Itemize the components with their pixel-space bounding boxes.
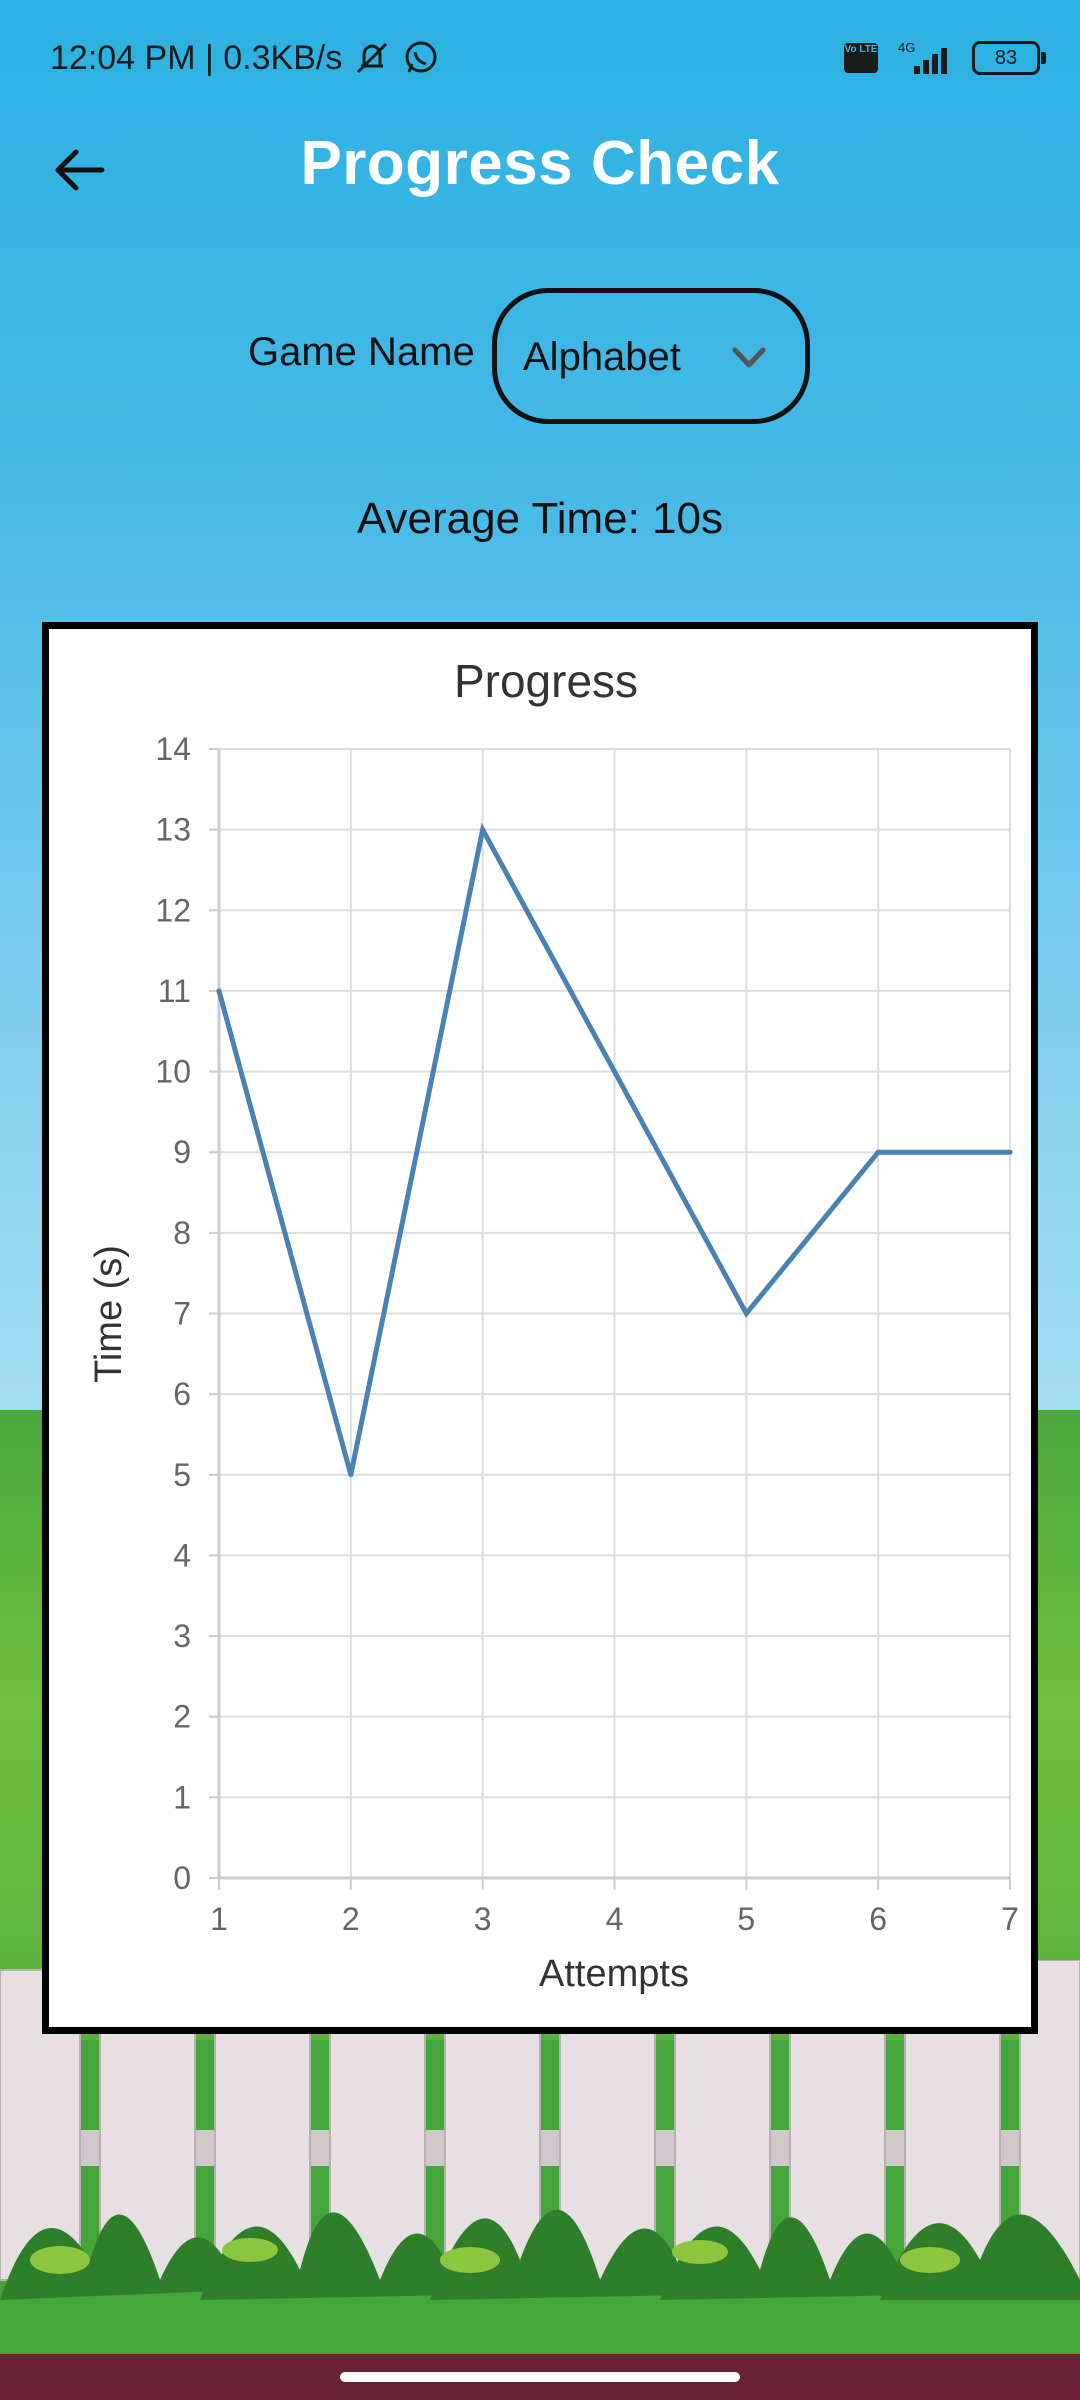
data-point	[348, 1472, 354, 1478]
data-point	[480, 827, 486, 833]
volte-icon: Vo LTE	[844, 43, 878, 73]
chart-title: Progress	[454, 655, 638, 707]
x-tick-label: 5	[737, 1901, 755, 1937]
x-tick-label: 2	[342, 1901, 360, 1937]
game-name-value: Alphabet	[523, 335, 681, 379]
y-tick-label: 6	[173, 1376, 191, 1412]
y-tick-label: 13	[155, 812, 191, 848]
page-title: Progress Check	[300, 129, 780, 198]
muted-bell-icon	[357, 42, 388, 74]
average-time: Average Time: 10s	[356, 494, 724, 543]
y-tick-label: 10	[155, 1054, 191, 1090]
progress-chart: Progress Attempts Time (s) 0123456789101…	[88, 655, 1019, 1995]
home-gesture-bar[interactable]	[340, 2372, 740, 2382]
data-point	[743, 1311, 749, 1316]
game-selector-row: Game Name Alphabet	[0, 288, 1080, 428]
y-tick-label: 2	[173, 1699, 191, 1735]
status-left: 12:04 PM | 0.3KB/s	[50, 38, 440, 78]
x-tick-label: 7	[1001, 1901, 1019, 1937]
y-tick-label: 11	[158, 973, 191, 1009]
game-name-label: Game Name	[248, 330, 475, 374]
y-tick-label: 12	[155, 892, 191, 928]
x-tick-label: 4	[606, 1901, 624, 1937]
status-bar: 12:04 PM | 0.3KB/s Vo LTE 4G	[0, 0, 1080, 120]
status-time-speed: 12:04 PM | 0.3KB/s	[50, 38, 343, 77]
status-right: Vo LTE 4G 83	[844, 40, 1046, 76]
whatsapp-icon	[405, 41, 437, 73]
game-name-dropdown[interactable]: Alphabet	[492, 288, 810, 424]
y-tick-label: 9	[173, 1134, 191, 1170]
data-point	[1007, 1149, 1013, 1155]
y-tick-label: 7	[173, 1296, 191, 1332]
y-tick-label: 8	[173, 1215, 191, 1251]
battery-level: 83	[994, 47, 1018, 69]
chart-x-axis-label: Attempts	[539, 1953, 689, 1995]
network-type-label: 4G	[898, 40, 915, 55]
data-point	[216, 988, 222, 994]
x-tick-label: 1	[210, 1901, 228, 1937]
signal-icon: 4G	[898, 40, 947, 74]
x-tick-label: 3	[474, 1901, 492, 1937]
battery-icon: 83	[972, 41, 1046, 75]
y-tick-label: 5	[173, 1457, 191, 1493]
y-tick-label: 4	[173, 1537, 191, 1573]
y-tick-label: 1	[173, 1779, 191, 1815]
chart-card: Progress Attempts Time (s) 0 1 2 3 4 5 6 7 8 9 10 1…	[42, 622, 1038, 2034]
data-point	[612, 1069, 617, 1075]
y-tick-label: 3	[173, 1618, 191, 1654]
x-tick-label: 6	[869, 1901, 887, 1937]
chevron-down-icon	[732, 347, 766, 368]
data-point	[875, 1149, 881, 1155]
chart-y-axis-label: Time (s)	[88, 1245, 130, 1383]
y-tick-label: 14	[155, 731, 191, 767]
arrow-left-icon[interactable]	[52, 142, 108, 198]
y-tick-label: 0	[173, 1860, 191, 1896]
